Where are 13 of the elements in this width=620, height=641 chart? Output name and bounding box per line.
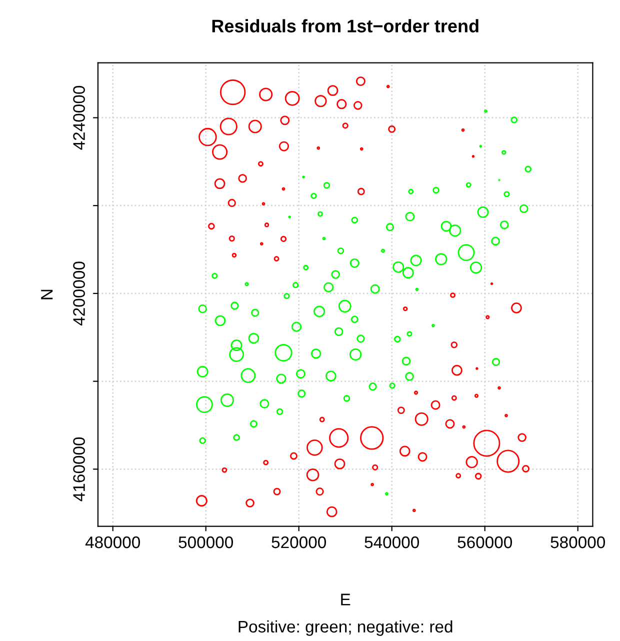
x-tick-label: 560000 bbox=[458, 536, 512, 548]
y-tick-label: 4200000 bbox=[73, 262, 85, 326]
x-tick-label: 580000 bbox=[550, 536, 605, 548]
x-axis-title: E bbox=[341, 594, 350, 606]
x-tick-label: 520000 bbox=[272, 536, 326, 548]
text: Positive: green; negative: red bbox=[238, 620, 452, 636]
x-tick-label: 500000 bbox=[178, 536, 233, 548]
x-tick-label: 540000 bbox=[364, 536, 419, 548]
y-axis-title: N bbox=[41, 290, 53, 300]
chart-title: Residuals from 1st−order trend bbox=[212, 19, 478, 32]
y-tick-label: 4160000 bbox=[73, 437, 85, 502]
y-tick-label: 4240000 bbox=[73, 86, 85, 150]
x-tick-label: 480000 bbox=[85, 536, 140, 548]
